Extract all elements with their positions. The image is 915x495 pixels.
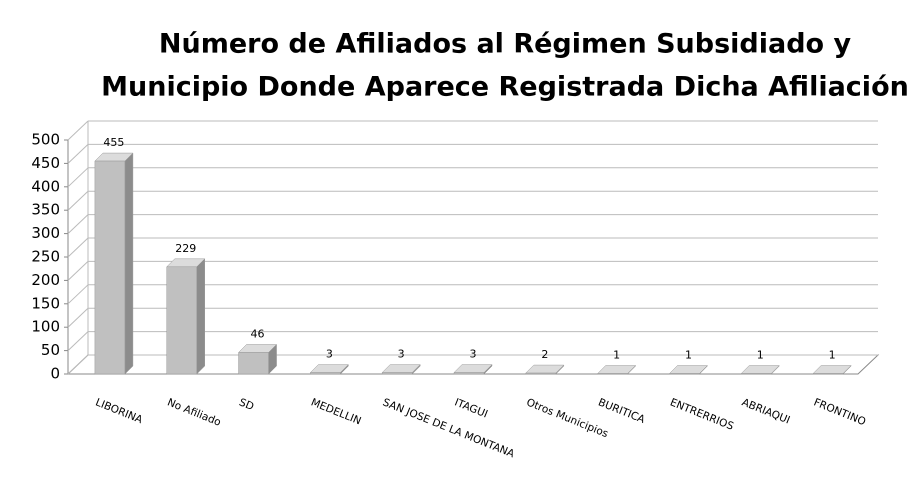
chart-title: Municipio Donde Aparece Registrada Dicha… [101,72,909,103]
x-tick-label: No Afiliado [165,396,222,428]
value-label: 1 [757,349,764,362]
bar-top [668,365,709,374]
grid-line [67,167,89,188]
bar-front [453,372,485,375]
grid-line [67,307,89,328]
x-tick-label: ABRIAQUI [740,396,792,426]
bar-top [740,365,780,374]
bar [381,363,421,375]
value-label: 3 [326,348,333,361]
bar [453,363,493,375]
bar [237,343,278,375]
x-tick-label: Otros Municipios [525,396,610,440]
bar-front [238,352,269,375]
bar [525,364,565,375]
y-tick-label: 150 [31,294,60,312]
y-tick-label: 300 [31,224,60,242]
x-tick-label: FRONTINO [812,396,868,428]
bar-top [597,365,637,374]
bar-side [196,258,205,375]
value-label: 455 [103,136,124,149]
x-tick-label: ITAGUI [453,396,490,420]
bar-top [812,365,852,374]
grid-line [67,261,89,281]
x-tick-label: LIBORINA [94,396,145,426]
grid-line [67,144,89,164]
y-tick-label: 450 [31,154,60,172]
bar [309,363,349,375]
grid-line [67,331,89,351]
grid-line [67,237,89,258]
value-label: 3 [398,348,405,361]
grid-line [67,120,89,141]
bar [166,258,206,375]
grid-line [67,214,89,234]
bar [668,364,709,375]
value-label: 229 [175,242,196,255]
y-tick-label: 400 [31,177,60,195]
value-label: 2 [541,348,548,361]
grid-line [67,354,89,375]
x-tick-label: ENTRERRIOS [668,396,735,433]
chart-title: Número de Afiliados al Régimen Subsidiad… [159,29,852,60]
x-tick-label: SAN JOSE DE LA MONTANA [381,396,517,460]
bar-side [124,152,134,375]
bar [740,364,780,375]
y-tick-label: 350 [31,201,60,219]
value-label: 46 [251,327,265,340]
y-tick-label: 200 [31,271,60,289]
bar-front [525,372,557,375]
bar-front [310,372,341,375]
bar-front [381,372,413,375]
value-label: 3 [470,348,477,361]
y-tick-label: 250 [31,248,60,266]
x-tick-label: SD [237,396,255,413]
bar [812,364,852,375]
value-label: 1 [613,349,620,362]
x-tick-label: BURITICA [596,396,647,426]
value-label: 1 [829,349,836,362]
bar-front [166,266,197,375]
y-tick-label: 100 [31,318,60,336]
y-tick-label: 50 [41,341,60,359]
y-tick-label: 0 [50,365,60,383]
y-tick-label: 500 [31,131,60,149]
bar-front [94,160,126,375]
bar [94,152,134,375]
grid-line [67,190,89,211]
grid-line [67,284,89,305]
bar [597,364,637,375]
value-label: 1 [685,349,692,362]
x-tick-label: MEDELLIN [309,396,363,427]
